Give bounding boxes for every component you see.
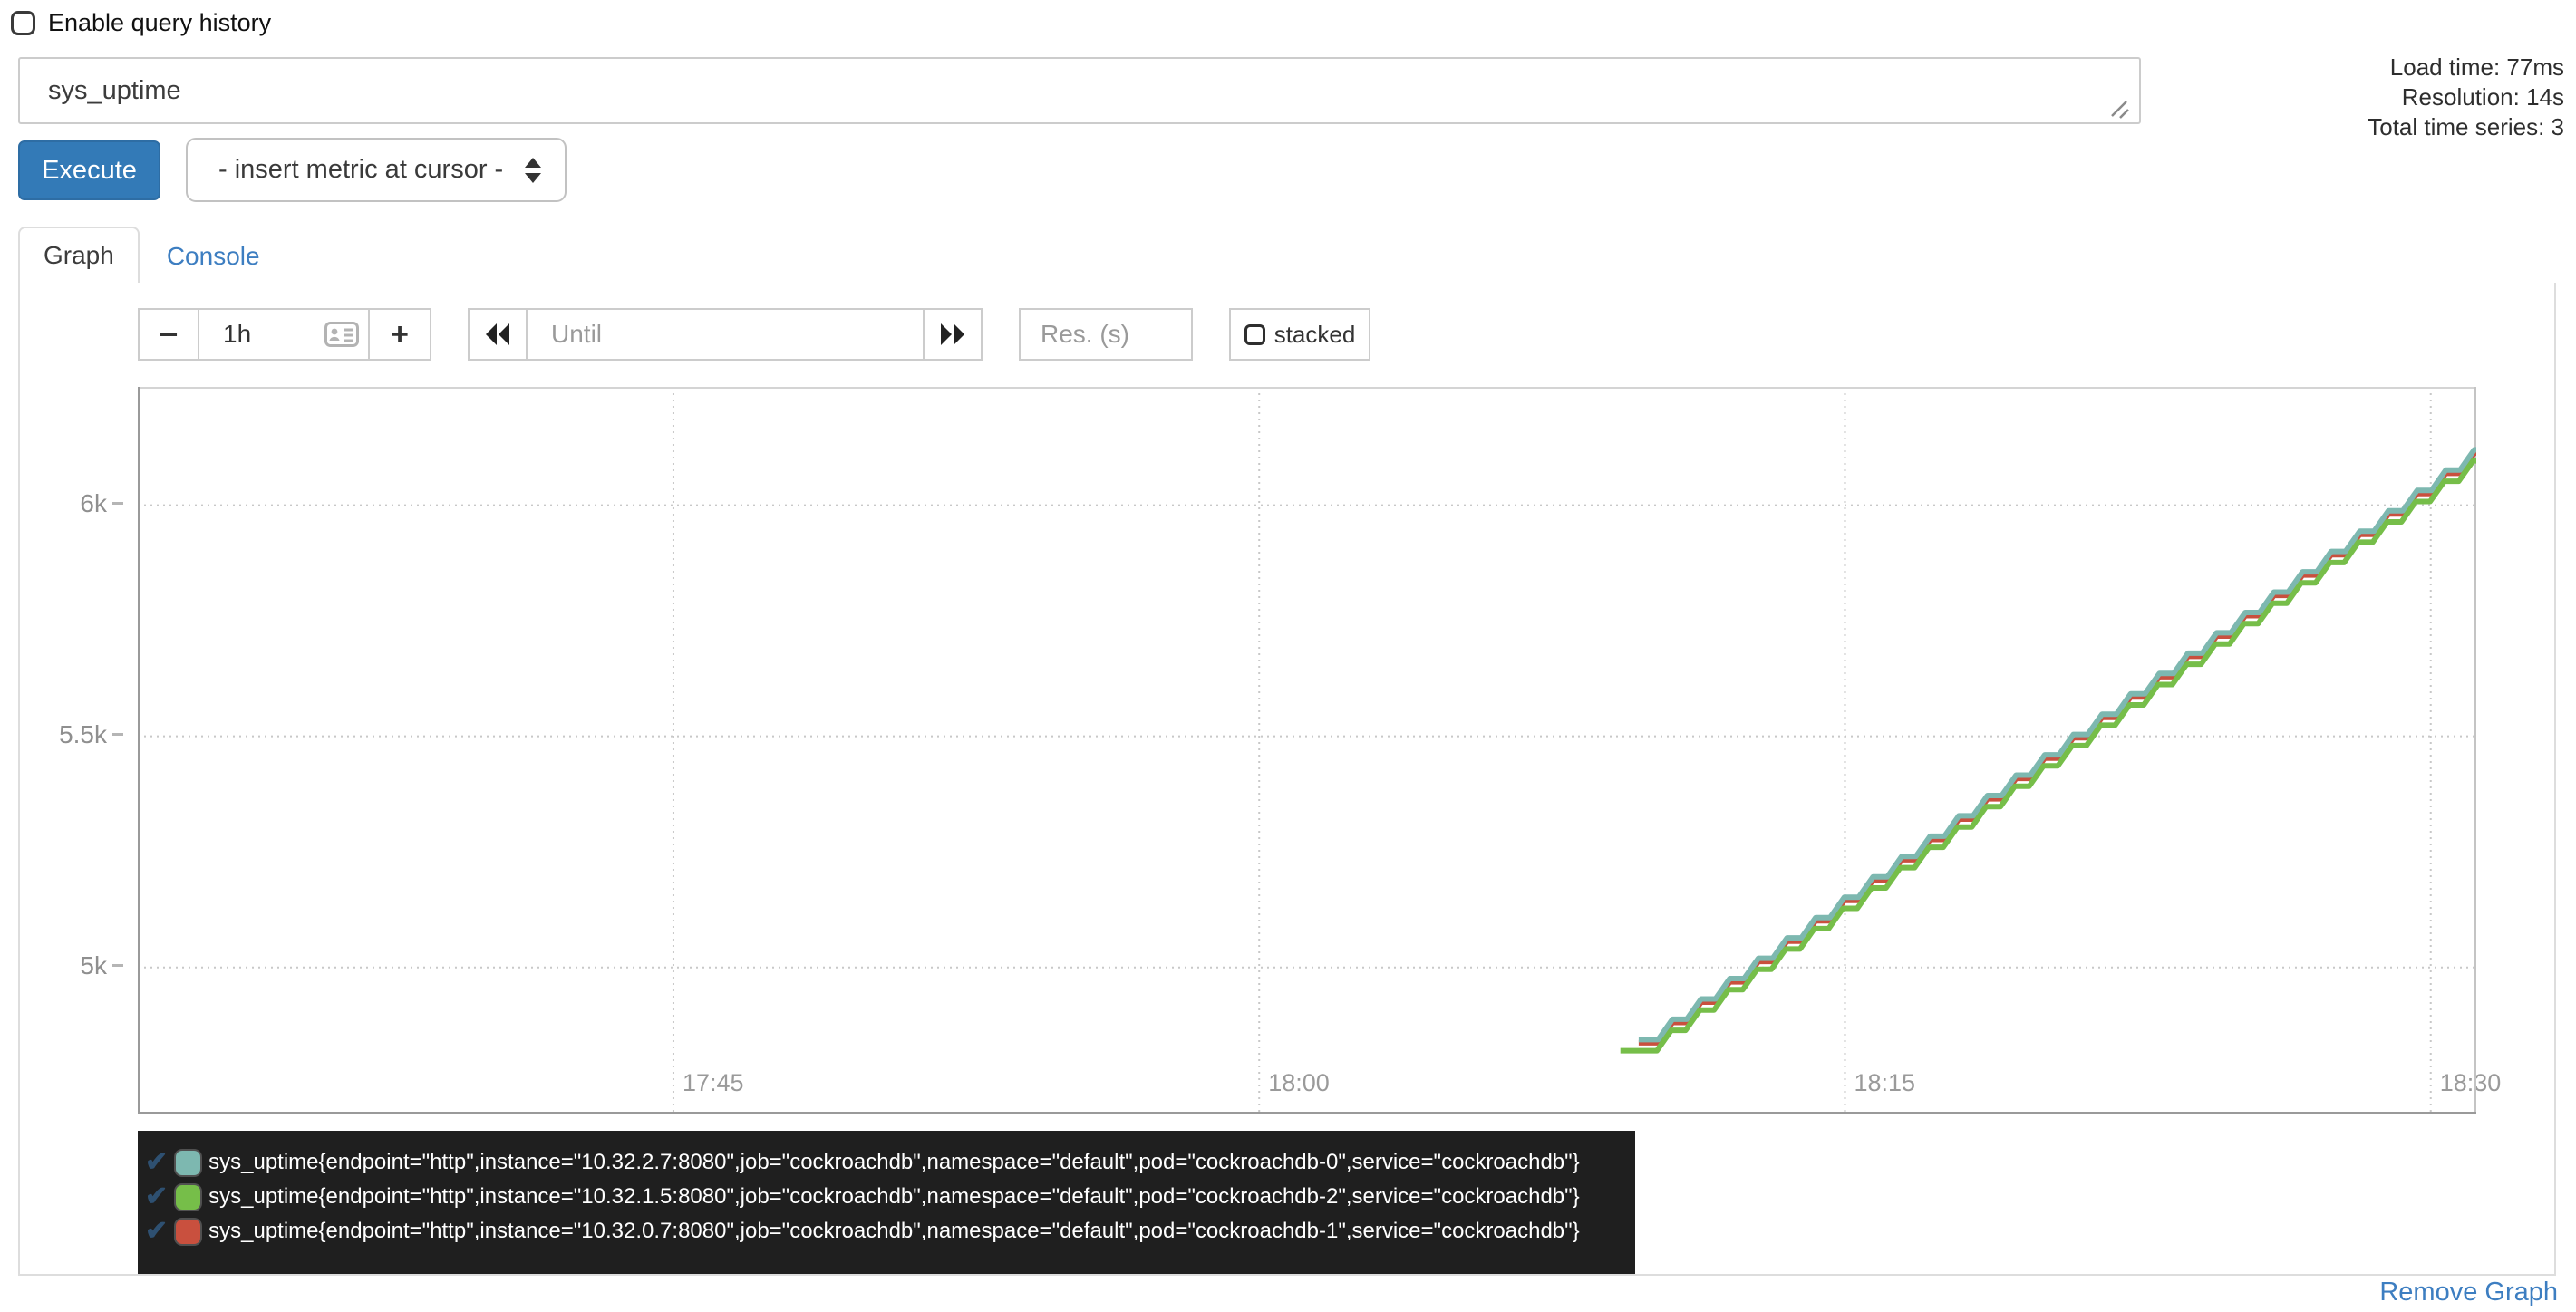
series-line-cockroachdb-0 [1638, 447, 2477, 1043]
chart-plot-area[interactable] [138, 387, 2477, 1114]
series-color-swatch [176, 1150, 201, 1175]
tab-graph-label: Graph [44, 241, 114, 269]
range-input[interactable] [198, 308, 370, 361]
resolution-input[interactable] [1019, 308, 1193, 361]
graph-controls: − + [138, 308, 1370, 361]
graph-panel: − + [18, 283, 2556, 1276]
series-label: sys_uptime{endpoint="http",instance="10.… [208, 1184, 1580, 1209]
legend-item[interactable]: ✔ sys_uptime{endpoint="http",instance="1… [145, 1180, 1635, 1214]
series-line-cockroachdb-1 [1638, 450, 2477, 1046]
stacked-checkbox[interactable] [1244, 323, 1265, 345]
series-enabled-check-icon[interactable]: ✔ [145, 1216, 169, 1246]
legend-item[interactable]: ✔ sys_uptime{endpoint="http",instance="1… [145, 1214, 1635, 1249]
tab-bar: Graph Console [18, 227, 2556, 285]
insert-metric-selected-option: - insert metric at cursor - [218, 155, 504, 184]
y-axis-tick-label: 6k [20, 489, 123, 518]
series-enabled-check-icon[interactable]: ✔ [145, 1147, 169, 1177]
until-input[interactable] [526, 308, 925, 361]
tab-console[interactable]: Console [140, 230, 287, 283]
resolution-text: Resolution: 14s [2401, 83, 2564, 111]
series-color-swatch [176, 1219, 201, 1244]
step-forward-icon [941, 323, 964, 345]
remove-graph-link[interactable]: Remove Graph [2379, 1278, 2558, 1307]
series-label: sys_uptime{endpoint="http",instance="10.… [208, 1219, 1580, 1243]
shrink-range-button[interactable]: − [138, 308, 199, 361]
enable-query-history[interactable]: Enable query history [11, 9, 271, 37]
insert-metric-select[interactable]: - insert metric at cursor - [186, 138, 567, 202]
chart-legend: ✔ sys_uptime{endpoint="http",instance="1… [138, 1131, 1635, 1274]
grow-range-button[interactable]: + [368, 308, 431, 361]
y-axis-tick-label: 5k [20, 951, 123, 980]
select-arrows-icon [525, 157, 541, 183]
y-axis-tick-label: 5.5k [20, 720, 123, 749]
stacked-toggle[interactable]: stacked [1229, 308, 1370, 361]
legend-item[interactable]: ✔ sys_uptime{endpoint="http",instance="1… [145, 1145, 1635, 1180]
series-label: sys_uptime{endpoint="http",instance="10.… [208, 1150, 1580, 1174]
tab-console-label: Console [166, 242, 260, 270]
step-backward-icon [486, 323, 509, 345]
enable-query-history-label: Enable query history [48, 9, 272, 36]
enable-query-history-checkbox[interactable] [11, 11, 35, 35]
query-stats: Load time: 77ms Resolution: 14s Total ti… [2368, 53, 2564, 142]
step-backward-button[interactable] [468, 308, 528, 361]
series-color-swatch [176, 1184, 201, 1210]
tab-graph[interactable]: Graph [18, 227, 140, 285]
total-time-series-text: Total time series: 3 [2368, 113, 2564, 140]
execute-button[interactable]: Execute [18, 140, 160, 200]
step-forward-button[interactable] [923, 308, 983, 361]
load-time-text: Load time: 77ms [2389, 53, 2564, 81]
expression-input[interactable]: sys_uptime [18, 57, 2141, 124]
series-enabled-check-icon[interactable]: ✔ [145, 1182, 169, 1211]
series-line-cockroachdb-2 [1620, 458, 2476, 1054]
stacked-label: stacked [1273, 320, 1356, 348]
